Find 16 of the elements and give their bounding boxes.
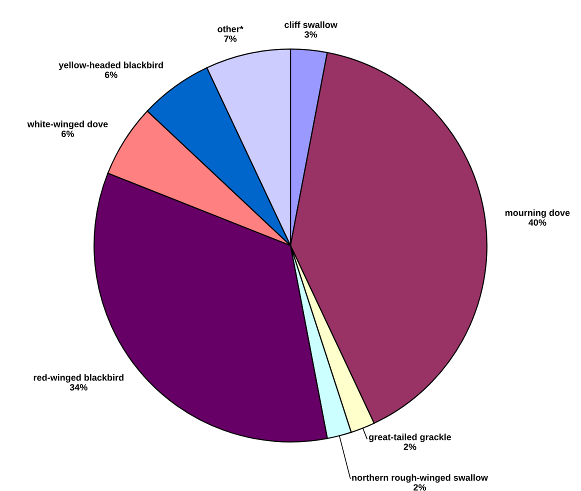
data-label: 34% <box>70 384 88 391</box>
slice-label: northern rough-winged swallow <box>352 474 488 483</box>
slice-label: other* <box>218 26 244 32</box>
slice-label: red-winged blackbird <box>34 374 124 383</box>
data-label: 2% <box>404 444 416 450</box>
slice-label: yellow-headed blackbird <box>58 62 163 70</box>
slice-label: great-tailed grackle <box>368 434 452 442</box>
slice-label: white-winged dove <box>27 120 108 130</box>
slice-label: cliff swallow <box>284 21 338 28</box>
data-label: 40% <box>528 219 546 226</box>
slice-label: mourning dove <box>505 209 570 218</box>
data-label: 3% <box>304 31 318 38</box>
data-label: 7% <box>224 36 237 42</box>
data-label: 6% <box>62 130 74 138</box>
data-label: 6% <box>104 72 118 78</box>
data-label: 2% <box>414 484 426 491</box>
